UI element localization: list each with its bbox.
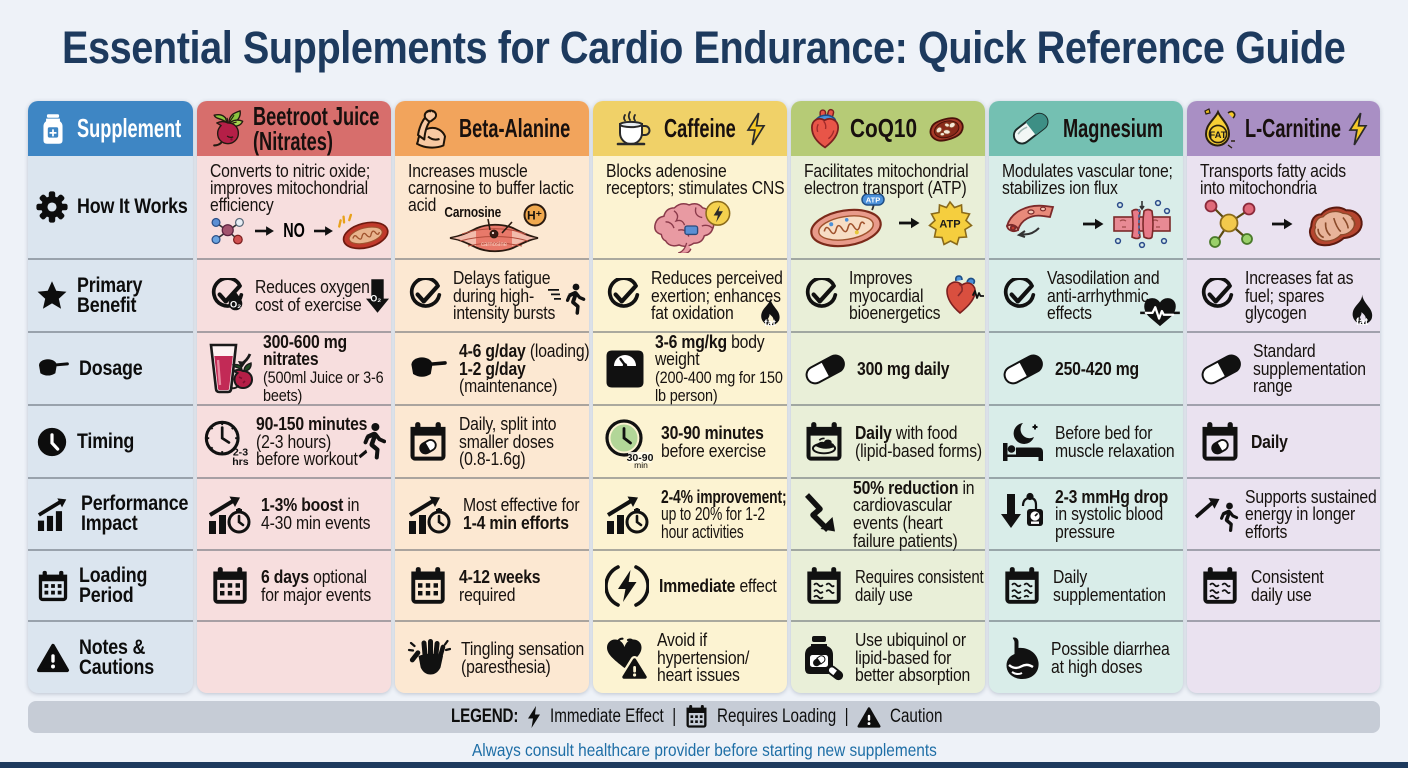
svg-text:30-90: 30-90 <box>627 452 653 464</box>
svg-text:H⁺: H⁺ <box>527 209 542 223</box>
svg-text:min: min <box>634 460 648 468</box>
svg-text:fat: fat <box>1356 317 1369 328</box>
svg-text:carnosine: carnosine <box>481 242 508 248</box>
svg-text:Carnosine: Carnosine <box>444 204 501 220</box>
svg-text:O₂: O₂ <box>230 300 241 310</box>
svg-text:fat: fat <box>764 318 776 329</box>
svg-text:ATP: ATP <box>939 219 960 231</box>
svg-text:ATP: ATP <box>865 195 879 204</box>
svg-text:hrs: hrs <box>232 456 249 468</box>
svg-text:FAT: FAT <box>1209 130 1226 141</box>
svg-text:2-3: 2-3 <box>233 446 248 458</box>
svg-text:O₂: O₂ <box>370 293 381 303</box>
